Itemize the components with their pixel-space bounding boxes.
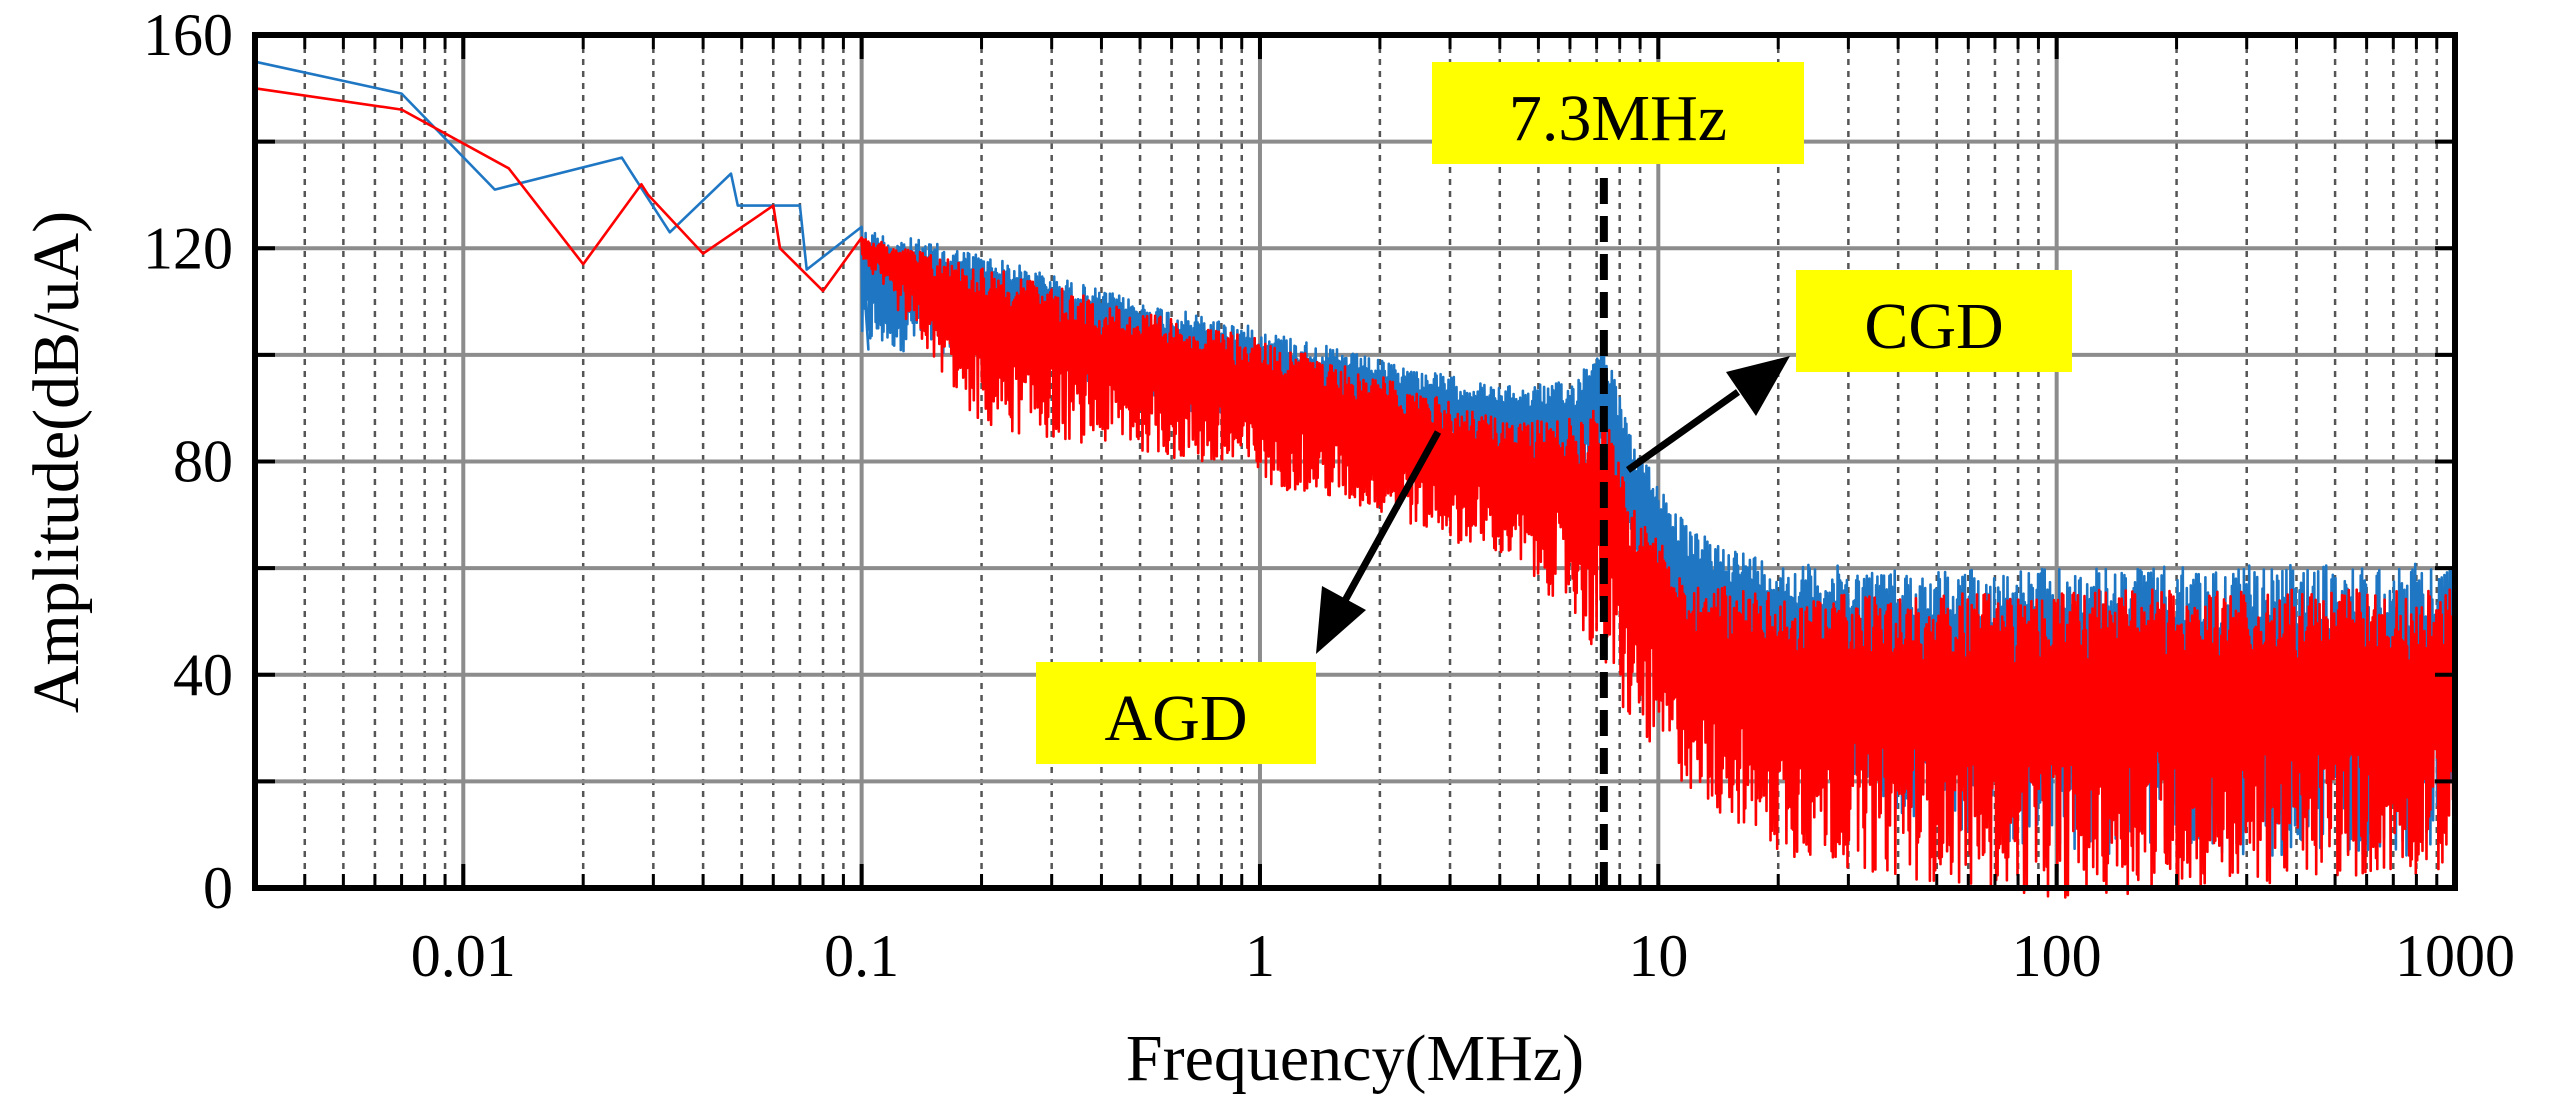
axis-ticks [253, 33, 2457, 890]
x-tick-label: 0.01 [411, 923, 516, 989]
x-tick-label: 1 [1245, 923, 1275, 989]
y-tick-label: 40 [173, 642, 233, 708]
x-tick-labels: 0.01 0.1 1 10 100 1000 [411, 923, 2515, 989]
annotation-7-3mhz-box [1432, 62, 1804, 164]
y-tick-label: 160 [143, 2, 233, 68]
cgd-arrow-head [1726, 356, 1790, 416]
annotation-cgd-text: CGD [1864, 290, 2003, 363]
series-agd-line [254, 87, 2457, 899]
y-tick-label: 80 [173, 429, 233, 495]
y-tick-label: 0 [203, 855, 233, 921]
x-axis-label: Frequency(MHz) [1126, 1022, 1584, 1095]
annotation-agd-box [1036, 662, 1316, 764]
cgd-arrow-shaft [1625, 389, 1741, 473]
y-axis-label: Amplitude(dB/uA) [20, 211, 93, 713]
annotation-agd-text: AGD [1105, 682, 1248, 755]
x-tick-label: 1000 [2395, 923, 2515, 989]
series-cgd-line [254, 60, 2457, 857]
x-tick-label: 0.1 [824, 923, 899, 989]
x-tick-label: 100 [2012, 923, 2102, 989]
x-tick-label: 10 [1628, 923, 1688, 989]
series-layer [254, 60, 2457, 899]
y-tick-label: 120 [143, 215, 233, 281]
annotation-agd: AGD [1036, 430, 1442, 764]
annotation-7-3mhz-text: 7.3MHz [1509, 82, 1727, 155]
annotation-cgd-box [1796, 270, 2072, 372]
y-tick-labels: 0 40 80 120 160 [143, 2, 233, 921]
annotation-7-3mhz: 7.3MHz [1432, 62, 1804, 164]
agd-arrow-head [1316, 586, 1366, 654]
annotation-cgd: CGD [1625, 270, 2072, 473]
agd-arrow-shaft [1338, 430, 1442, 608]
